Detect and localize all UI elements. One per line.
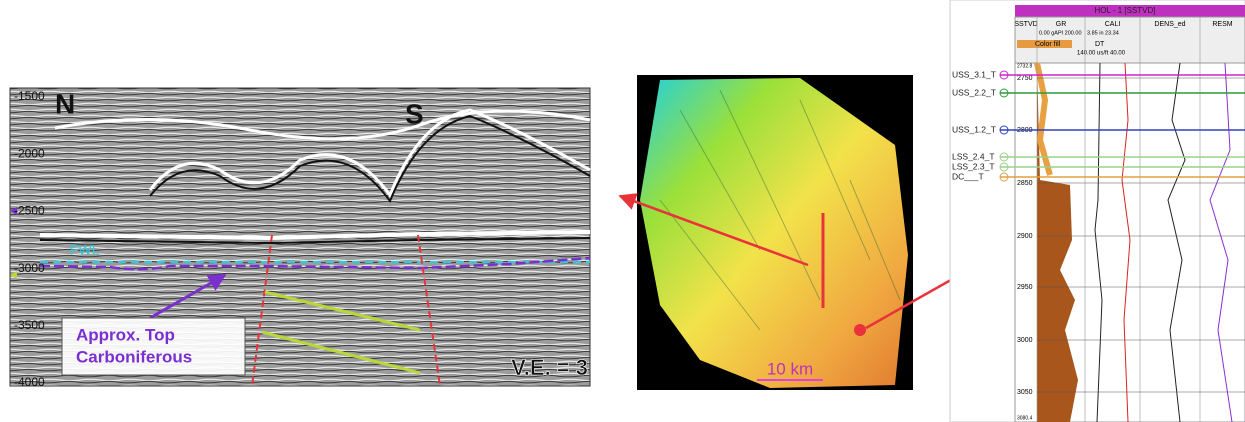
marker-label: LSS_2.4_T	[952, 151, 995, 161]
annotation-line: Approx. Top	[76, 325, 175, 344]
column-scale: 3.85 in 23.34	[1087, 30, 1119, 36]
fwl-label: FWL	[70, 242, 100, 258]
depth-label: -3000	[14, 261, 45, 275]
depth-label: 2750	[1017, 75, 1033, 82]
depth-label: -3500	[14, 318, 45, 332]
well-title: HOL - 1 [SSTVD]	[1094, 6, 1155, 15]
well-log: HOL - 1 [SSTVD] Color fill DT 140.00 us/…	[949, 0, 1245, 422]
dt-label: DT	[1095, 41, 1105, 48]
depth-label: 3050	[1017, 389, 1033, 396]
fill-label: Color fill	[1035, 41, 1061, 48]
marker-label: USS_2.2_T	[952, 87, 996, 97]
depth-label: -2500	[14, 204, 45, 218]
column-header: RESM	[1212, 21, 1232, 28]
marker-label: LSS_2.3_T	[952, 161, 995, 171]
column-header: GR	[1056, 21, 1067, 28]
annotation-box	[61, 317, 246, 376]
depth-label: 3080.4	[1017, 415, 1033, 421]
vertical-exaggeration: V.E. = 3	[511, 355, 588, 380]
compass-south: S	[405, 98, 424, 129]
dt-scale: 140.00 us/ft 40.00	[1077, 51, 1126, 57]
depth-label: 3000	[1017, 337, 1033, 344]
marker-label: USS_1.2_T	[952, 124, 996, 134]
depth-label: -1500	[14, 89, 45, 103]
marker-label: DC___T	[952, 171, 984, 181]
depth-label: 2900	[1017, 233, 1033, 240]
map-panel: 10 km	[637, 75, 913, 390]
depth-label: -2000	[14, 146, 45, 160]
annotation-line: Carboniferous	[76, 347, 192, 366]
column-header: DENS_ed	[1154, 21, 1185, 28]
seismic-panel: N S FWL -1500 -2000 -2500 -3000 -3500 -4000 A…	[9, 87, 591, 389]
marker-label: USS_3.1_T	[952, 69, 996, 79]
column-scale: 0.00 gAPI 200.00	[1039, 30, 1082, 36]
depth-label: 2732.8	[1017, 63, 1033, 69]
column-header: SSTVD	[1014, 21, 1037, 28]
compass-north: N	[55, 88, 75, 119]
depth-label: -4000	[14, 375, 45, 389]
depth-label: 2950	[1017, 284, 1033, 291]
column-header: CALI	[1105, 21, 1121, 28]
map-surface	[640, 78, 908, 388]
depth-label: 2850	[1017, 180, 1033, 187]
scale-bar-label: 10 km	[767, 359, 813, 378]
